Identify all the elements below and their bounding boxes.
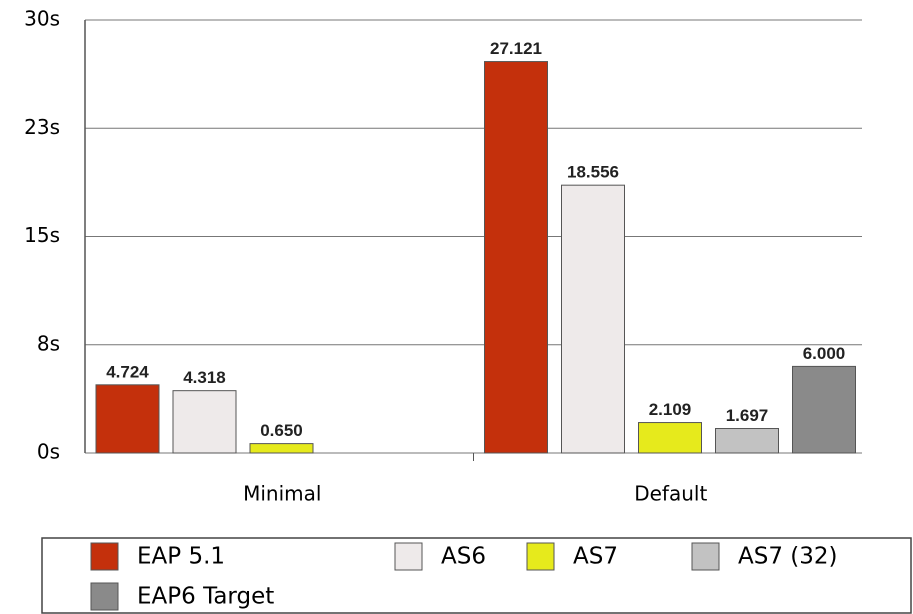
y-tick-label: 23s — [24, 115, 60, 139]
y-tick-label: 30s — [24, 7, 60, 31]
value-label: 4.724 — [106, 362, 149, 381]
legend-label: AS7 (32) — [738, 544, 838, 570]
bar — [249, 443, 314, 454]
value-label: 6.000 — [803, 344, 846, 363]
x-tick-label: Minimal — [243, 482, 321, 506]
x-tick-label: Default — [634, 482, 707, 506]
legend-label: AS7 — [573, 544, 618, 570]
value-label: 2.109 — [649, 400, 692, 419]
bar — [95, 384, 160, 454]
value-label: 18.556 — [567, 163, 619, 182]
bar — [561, 184, 625, 454]
bar — [638, 422, 702, 454]
legend-label: EAP 5.1 — [137, 544, 225, 570]
y-tick-label: 15s — [24, 223, 60, 247]
legend-label: AS6 — [441, 544, 486, 570]
legend-swatch — [394, 542, 423, 571]
legend-swatch — [691, 542, 720, 571]
y-tick-label: 8s — [37, 331, 60, 355]
legend-label: EAP6 Target — [137, 584, 274, 610]
value-label: 4.318 — [183, 368, 226, 387]
y-tick-label: 0s — [37, 440, 60, 464]
legend-swatch — [90, 542, 119, 571]
bar — [715, 428, 779, 454]
bar — [792, 365, 856, 454]
legend-box — [41, 537, 912, 614]
value-label: 0.650 — [260, 421, 303, 440]
legend-swatch — [526, 542, 555, 571]
bar — [484, 61, 548, 454]
bar — [172, 390, 237, 454]
value-label: 1.697 — [726, 406, 769, 425]
value-label: 27.121 — [490, 39, 542, 58]
legend-swatch — [90, 582, 119, 611]
